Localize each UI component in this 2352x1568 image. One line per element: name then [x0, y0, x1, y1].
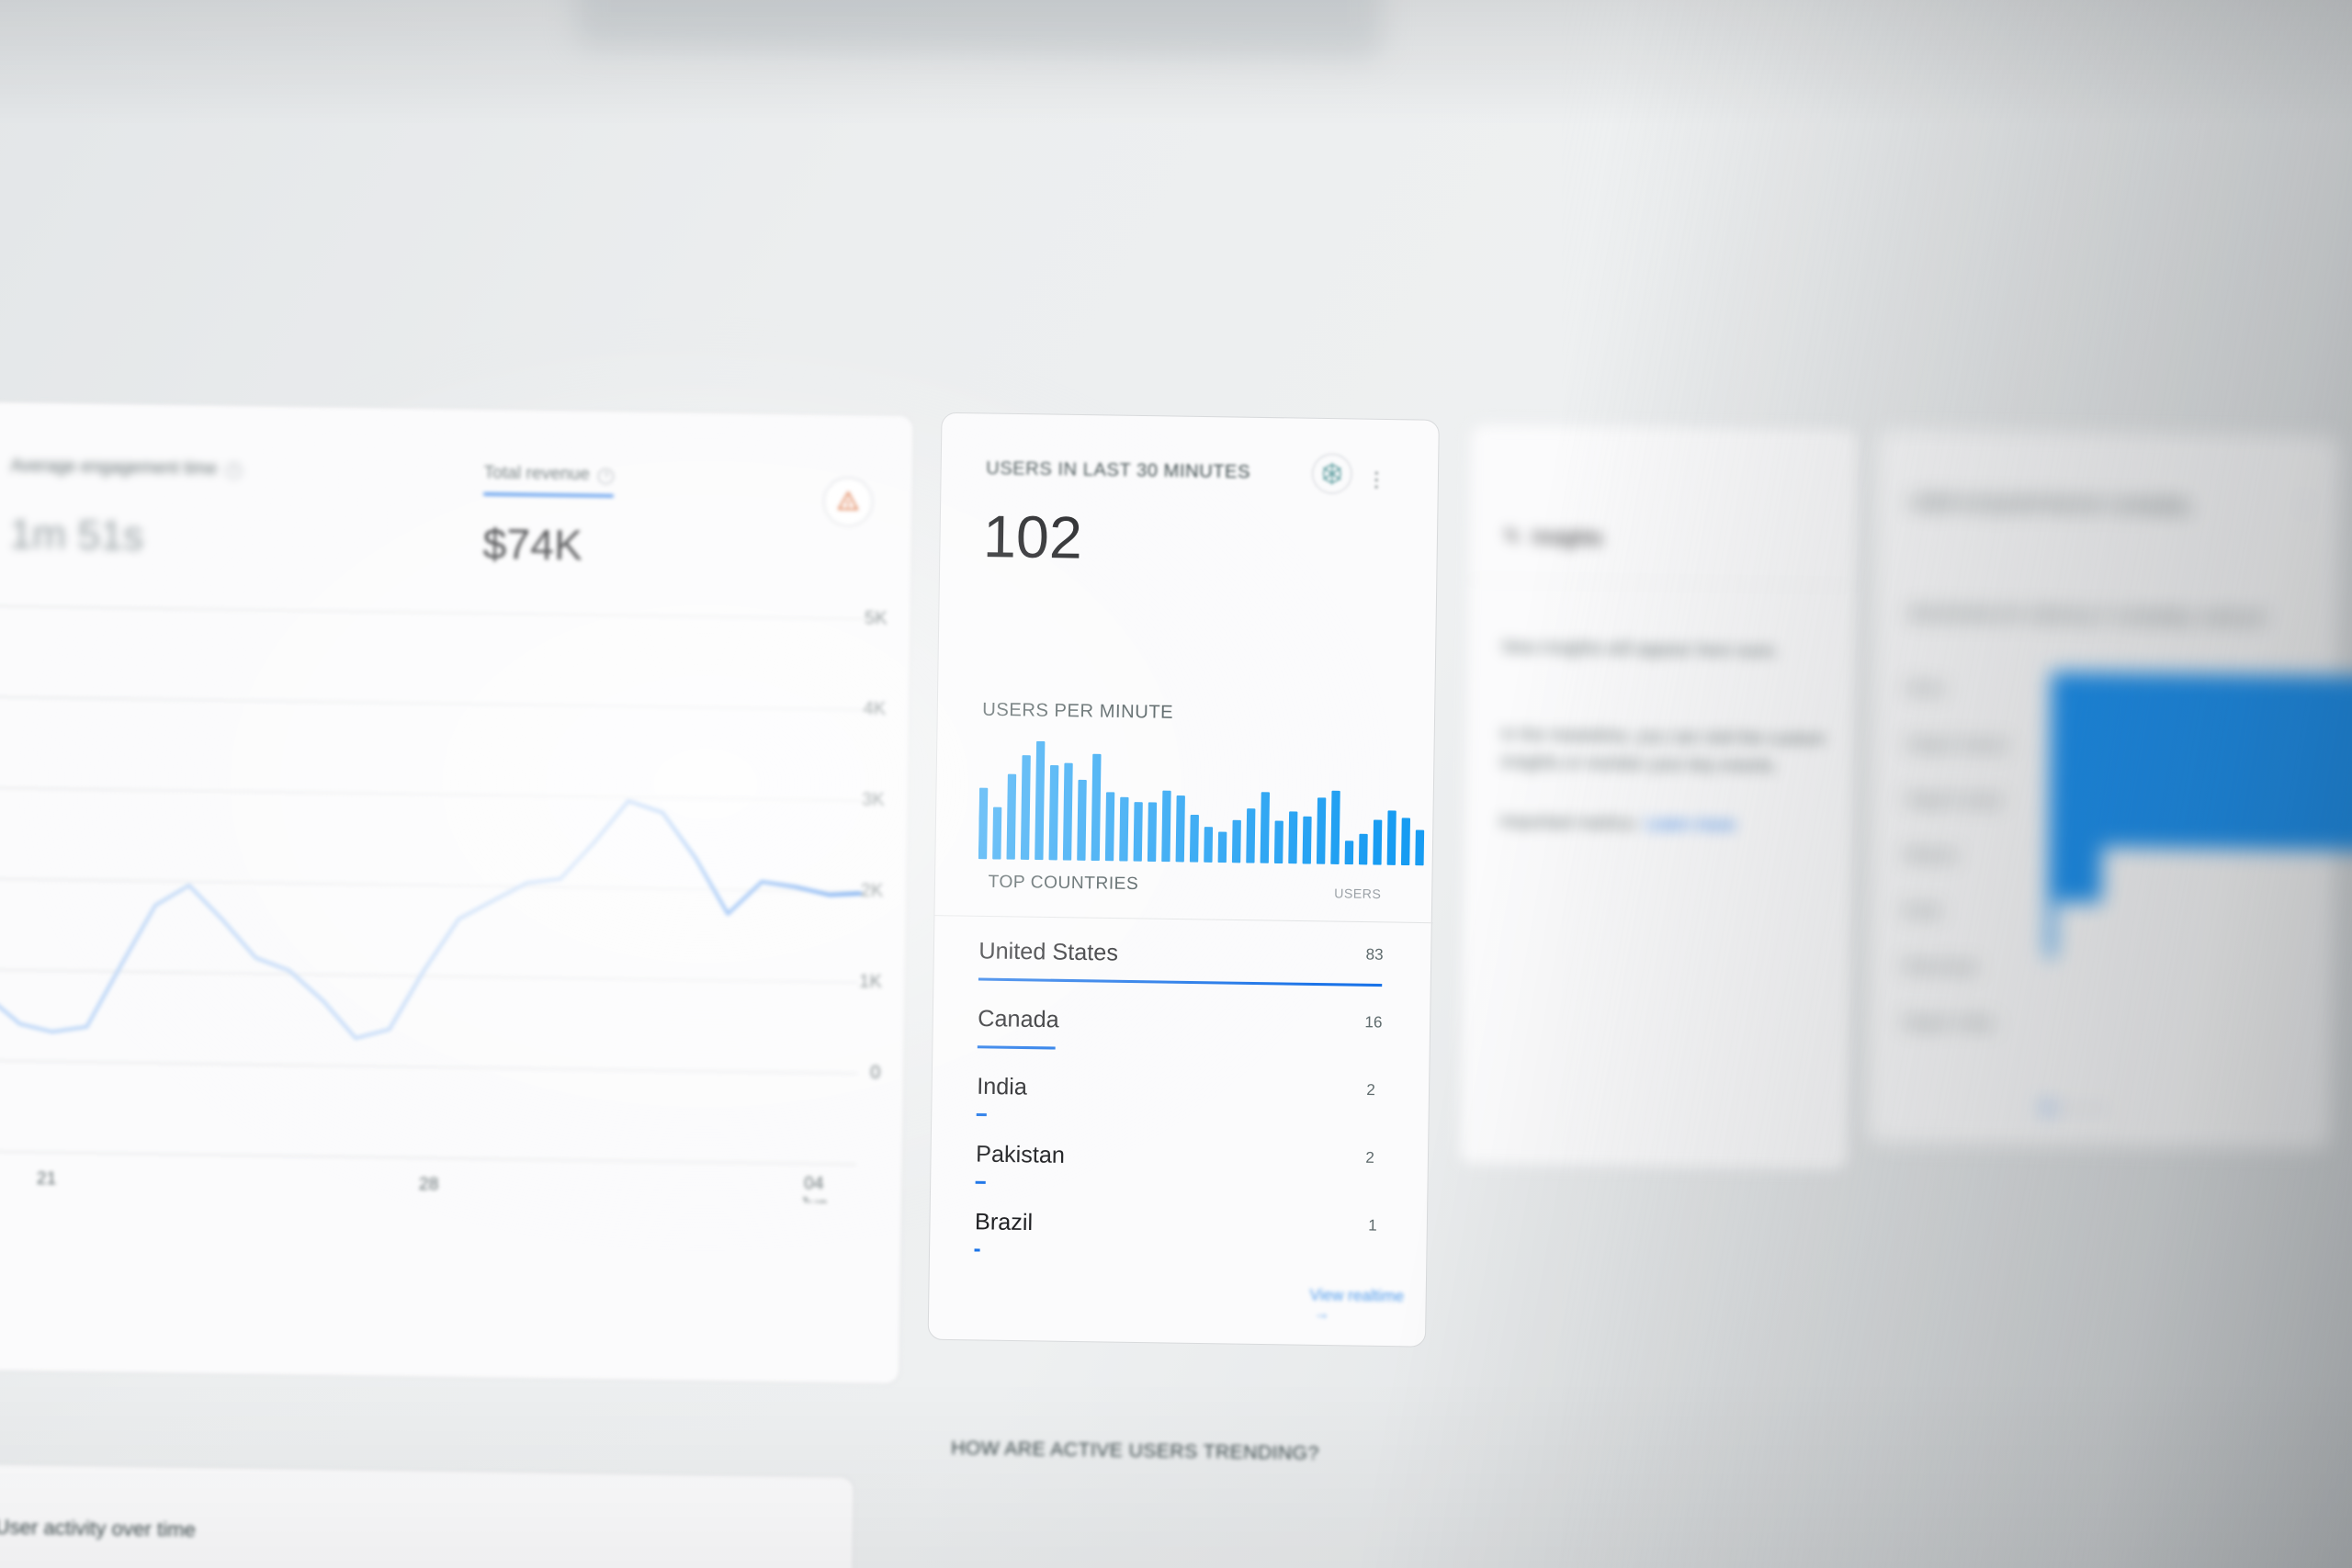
svg-text:04: 04 — [804, 1174, 824, 1193]
svg-text:4K: 4K — [863, 699, 887, 719]
svg-text:Jun: Jun — [799, 1195, 828, 1203]
svg-text:0: 0 — [870, 1063, 881, 1083]
svg-text:1K: 1K — [859, 972, 883, 992]
svg-text:5K: 5K — [865, 608, 888, 628]
svg-text:21: 21 — [37, 1169, 57, 1189]
svg-text:28: 28 — [419, 1175, 439, 1194]
svg-text:3K: 3K — [862, 790, 886, 810]
svg-text:2K: 2K — [860, 881, 884, 901]
